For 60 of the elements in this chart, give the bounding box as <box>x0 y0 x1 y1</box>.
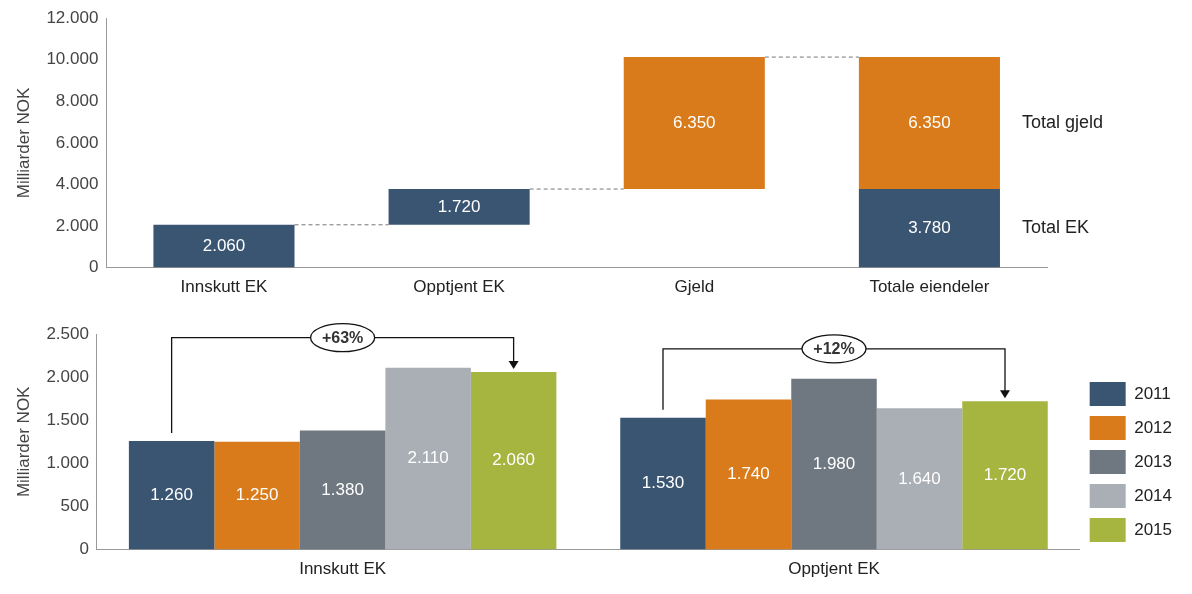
bar <box>470 371 557 550</box>
y-tick-label: 1.000 <box>46 453 89 473</box>
bar <box>876 408 963 550</box>
bar <box>128 440 215 550</box>
bar <box>858 189 1000 268</box>
y-tick-label: 12.000 <box>46 7 99 27</box>
bar <box>385 367 471 550</box>
bar <box>705 399 792 550</box>
data-label: 1.720 <box>983 465 1027 485</box>
y-tick-label: 10.000 <box>46 49 99 69</box>
bar <box>388 189 530 225</box>
data-label: 1.260 <box>150 484 193 504</box>
bar <box>153 224 295 268</box>
x-tick-label: Gjeld <box>674 277 715 297</box>
data-label: 1.530 <box>641 473 685 493</box>
y-axis-title: Milliarder NOK <box>13 86 33 199</box>
y-tick-label: 4.000 <box>55 174 99 194</box>
y-tick-label: 1.500 <box>46 409 89 429</box>
data-label: 3.780 <box>908 218 951 238</box>
legend-label: 2013 <box>1134 451 1173 471</box>
annotation: +63% <box>321 329 364 347</box>
legend-label: 2014 <box>1134 485 1173 505</box>
x-tick-label: Totale eiendeler <box>869 277 990 297</box>
data-label: 2.060 <box>492 450 535 470</box>
data-label: 6.350 <box>908 112 951 132</box>
data-label: 2.110 <box>407 448 449 468</box>
y-tick-label: 0 <box>88 257 99 277</box>
legend-label: 2015 <box>1134 519 1173 539</box>
y-tick-label: 0 <box>79 539 89 559</box>
annotation: Total EK <box>1021 217 1090 238</box>
bar <box>299 430 386 550</box>
bar <box>214 441 300 550</box>
annotation: +12% <box>813 340 855 358</box>
data-label: 6.350 <box>673 112 716 132</box>
data-label: 1.720 <box>437 196 481 216</box>
x-tick-label: Innskutt EK <box>299 559 387 579</box>
y-tick-label: 8.000 <box>55 91 99 111</box>
x-tick-label: Opptjent EK <box>413 277 506 297</box>
legend-label: 2011 <box>1134 383 1171 403</box>
data-label: 2.060 <box>202 235 246 255</box>
x-tick-label: Innskutt EK <box>180 277 269 297</box>
data-label: 1.250 <box>235 485 279 505</box>
y-tick-label: 6.000 <box>55 132 99 152</box>
bar <box>791 378 877 550</box>
data-label: 1.640 <box>898 468 941 488</box>
y-tick-label: 2.000 <box>46 366 89 386</box>
y-tick-label: 2.000 <box>55 215 99 235</box>
data-label: 1.980 <box>812 453 856 473</box>
annotation: Total gjeld <box>1021 112 1104 133</box>
y-axis-title: Milliarder NOK <box>13 385 33 498</box>
bar <box>962 401 1048 550</box>
x-tick-label: Opptjent EK <box>788 559 881 579</box>
data-label: 1.740 <box>727 464 770 484</box>
y-tick-label: 2.500 <box>46 323 89 343</box>
y-tick-label: 500 <box>60 496 89 516</box>
legend-label: 2012 <box>1134 417 1173 437</box>
bar <box>858 57 1000 190</box>
data-label: 1.380 <box>321 479 364 499</box>
bar <box>623 57 765 190</box>
bar <box>620 417 706 550</box>
